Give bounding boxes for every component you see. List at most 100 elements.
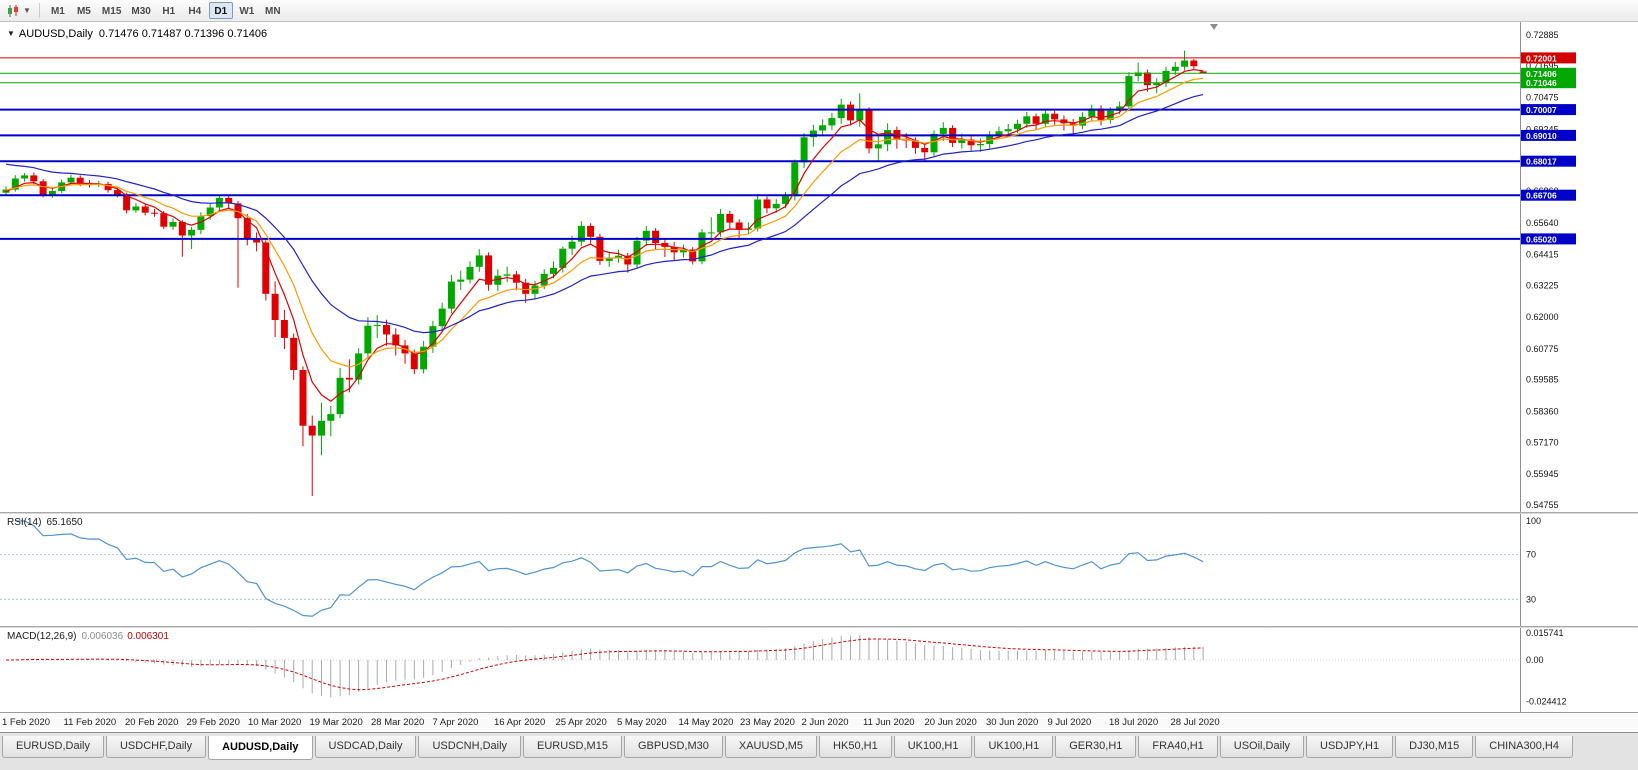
chart-tab-usoil-daily[interactable]: USOil,Daily	[1219, 736, 1305, 758]
svg-text:0.68017: 0.68017	[1526, 157, 1557, 167]
chart-tab-usdjpy-h1[interactable]: USDJPY,H1	[1306, 736, 1394, 758]
macd-axis-label: -0.024412	[1526, 697, 1567, 707]
time-axis[interactable]: 1 Feb 2020 11 Feb 2020 20 Feb 2020 29 Feb 2…	[0, 712, 1638, 732]
chart-type-dropdown-caret[interactable]: ▼	[23, 6, 31, 15]
price-chart-canvas[interactable]: 0.728850.716950.704750.692450.680250.668…	[0, 22, 1638, 512]
chart-tab-china300-h4[interactable]: CHINA300,H4	[1475, 736, 1573, 758]
symbol-timeframe-label: AUDUSD,Daily	[18, 28, 93, 40]
chart-tab-usdcnh-daily[interactable]: USDCNH,Daily	[418, 736, 522, 758]
macd-signal-value: 0.006301	[127, 631, 169, 642]
time-axis-label: 20 Feb 2020	[125, 717, 179, 728]
time-axis-label: 11 Jun 2020	[863, 717, 915, 728]
chart-tab-usdchf-daily[interactable]: USDCHF,Daily	[105, 736, 207, 758]
time-axis-label: 2 Jun 2020	[801, 717, 849, 728]
time-axis-label: 18 Jul 2020	[1109, 717, 1159, 728]
chart-shift-marker-icon	[1210, 24, 1218, 30]
rsi-name: RSI(14)	[7, 517, 42, 528]
svg-text:0.71046: 0.71046	[1526, 78, 1557, 88]
rsi-axis-label: 30	[1526, 594, 1536, 604]
chart-tab-fra40-h1[interactable]: FRA40,H1	[1138, 736, 1218, 758]
rsi-axis-label: 70	[1526, 550, 1536, 560]
rsi-label: RSI(14) 65.1650	[7, 517, 83, 528]
time-axis-label: 28 Jul 2020	[1170, 717, 1220, 728]
chart-tab-ger30-h1[interactable]: GER30,H1	[1055, 736, 1137, 758]
macd-axis-label: 0.00	[1526, 655, 1544, 665]
timeframe-buttons: M1 M5 M15 M30 H1 H4 D1 W1 MN	[45, 2, 286, 19]
svg-text:0.71695: 0.71695	[1526, 61, 1559, 71]
svg-text:0.69245: 0.69245	[1526, 124, 1559, 134]
symbol-dropdown-icon[interactable]: ▼	[7, 29, 15, 38]
time-axis-label: 23 May 2020	[740, 717, 795, 728]
chart-tab-uk100-h1[interactable]: UK100,H1	[893, 736, 973, 758]
chart-tab-hk50-h1[interactable]: HK50,H1	[819, 736, 892, 758]
rsi-axis-bg	[1520, 514, 1638, 626]
chart-tab-eurusd-daily[interactable]: EURUSD,Daily	[2, 736, 104, 758]
svg-text:0.63225: 0.63225	[1526, 280, 1559, 290]
time-axis-label: 30 Jun 2020	[986, 717, 1039, 728]
rsi-axis-label: 100	[1526, 516, 1541, 526]
moving-average-slow	[5, 94, 1204, 334]
time-axis-label: 9 Jul 2020	[1047, 717, 1092, 728]
timeframe-button-d1[interactable]: D1	[208, 2, 233, 19]
chart-tab-usdcad-daily[interactable]: USDCAD,Daily	[314, 736, 417, 758]
macd-panel: 0.015741 0.00 -0.024412 MACD(12,26,9) 0.006…	[0, 628, 1638, 712]
svg-text:0.58360: 0.58360	[1526, 407, 1559, 417]
timeframe-button-m30[interactable]: M30	[131, 6, 151, 17]
rsi-panel: 100 70 30 RSI(14) 65.1650	[0, 514, 1638, 626]
timeframe-button-w1[interactable]: W1	[239, 6, 255, 17]
macd-name: MACD(12,26,9)	[7, 631, 77, 642]
time-axis-label: 11 Feb 2020	[63, 717, 117, 728]
svg-text:0.57170: 0.57170	[1526, 437, 1559, 447]
svg-text:0.70007: 0.70007	[1526, 105, 1557, 115]
chart-tab-eurusd-m15[interactable]: EURUSD,M15	[523, 736, 622, 758]
chart-tab-uk100-h1[interactable]: UK100,H1	[974, 736, 1054, 758]
panel-resize-handle-rsi[interactable]	[0, 512, 1638, 514]
rsi-canvas[interactable]: 100 70 30	[0, 514, 1638, 626]
main-chart-panel: 0.728850.716950.704750.692450.680250.668…	[0, 22, 1638, 512]
moving-average-fast	[5, 68, 1204, 403]
chart-tab-dj30-m15[interactable]: DJ30,M15	[1395, 736, 1474, 758]
time-axis-label: 28 Mar 2020	[371, 717, 425, 728]
chart-tab-audusd-daily[interactable]: AUDUSD,Daily	[208, 736, 313, 760]
svg-text:0.72001: 0.72001	[1526, 53, 1557, 63]
macd-axis-label: 0.015741	[1526, 628, 1564, 638]
timeframe-button-m1[interactable]: M1	[50, 6, 65, 17]
macd-main-value: 0.006036	[81, 631, 124, 642]
time-axis-label: 7 Apr 2020	[432, 717, 479, 728]
panel-resize-handle-macd[interactable]	[0, 626, 1638, 628]
macd-canvas[interactable]: 0.015741 0.00 -0.024412	[0, 628, 1638, 712]
timeframe-button-m15[interactable]: M15	[101, 6, 122, 17]
timeframe-button-m5[interactable]: M5	[76, 6, 91, 17]
toolbar-separator	[38, 3, 40, 18]
time-axis-label: 14 May 2020	[678, 717, 734, 728]
timeframe-button-h1[interactable]: H1	[162, 6, 176, 17]
time-axis-label: 29 Feb 2020	[186, 717, 240, 728]
time-axis-label: 20 Jun 2020	[924, 717, 977, 728]
chart-title: ▼ AUDUSD,Daily 0.71476 0.71487 0.71396 0.7…	[7, 28, 267, 40]
svg-text:0.65020: 0.65020	[1526, 234, 1557, 244]
svg-text:0.55945: 0.55945	[1526, 469, 1559, 479]
price-axis-ticks: 0.728850.716950.704750.692450.680250.668…	[1526, 30, 1559, 510]
time-axis-label: 5 May 2020	[617, 717, 667, 728]
time-axis-label: 10 Mar 2020	[248, 717, 302, 728]
chart-tab-gbpusd-m30[interactable]: GBPUSD,M30	[623, 736, 723, 758]
time-axis-label: 1 Feb 2020	[2, 717, 51, 728]
rsi-value: 65.1650	[46, 517, 83, 528]
time-axis-label: 19 Mar 2020	[309, 717, 363, 728]
timeframe-toolbar: ▼ M1 M5 M15 M30 H1 H4 D1 W1 MN	[0, 0, 1638, 22]
chart-type-icon[interactable]	[4, 2, 22, 20]
svg-text:0.64415: 0.64415	[1526, 250, 1559, 260]
svg-text:0.65640: 0.65640	[1526, 218, 1559, 228]
timeframe-button-h4[interactable]: H4	[188, 6, 202, 17]
time-axis-label: 25 Apr 2020	[555, 717, 607, 728]
timeframe-button-mn[interactable]: MN	[265, 6, 281, 17]
svg-text:0.72885: 0.72885	[1526, 30, 1559, 40]
svg-text:0.66706: 0.66706	[1526, 191, 1557, 201]
horizontal-lines	[0, 57, 1520, 240]
svg-text:0.59585: 0.59585	[1526, 375, 1559, 385]
rsi-line	[15, 520, 1204, 617]
chart-tab-xauusd-m5[interactable]: XAUUSD,M5	[724, 736, 818, 758]
svg-text:0.60775: 0.60775	[1526, 344, 1559, 354]
